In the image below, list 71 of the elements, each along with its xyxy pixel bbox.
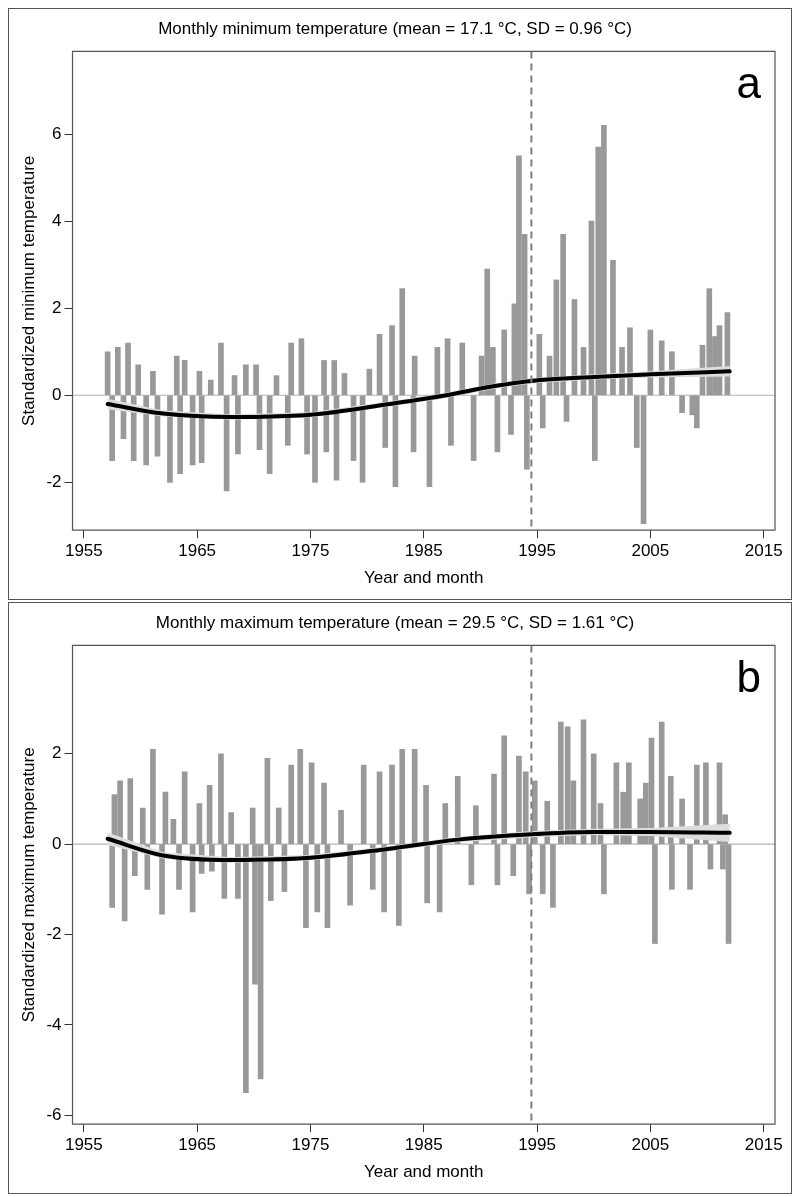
x-tick-label: 2005 <box>631 1135 670 1155</box>
bar <box>510 844 517 877</box>
line-series <box>105 829 732 862</box>
bar <box>314 844 321 913</box>
y-tick-label: 4 <box>52 210 62 230</box>
annotation: a <box>736 57 762 107</box>
bar <box>115 347 121 396</box>
bar <box>423 785 429 844</box>
bar <box>687 844 693 890</box>
bar <box>297 748 304 844</box>
bar <box>658 721 665 844</box>
bar <box>218 342 224 396</box>
annotation: b <box>736 651 761 701</box>
x-tick-label: 2015 <box>744 1135 783 1155</box>
bar <box>150 748 156 844</box>
y-axis-title: Standardized minimum temperature <box>18 155 38 426</box>
bar <box>243 844 249 1093</box>
x-tick-label: 1975 <box>291 1135 330 1155</box>
bar <box>347 844 353 906</box>
x-tick-label: 1965 <box>178 541 217 561</box>
x-axis-title: Year and month <box>364 568 484 588</box>
x-tick-label: 2005 <box>631 541 670 561</box>
bar <box>243 364 249 396</box>
x-tick-label: 1965 <box>178 1135 217 1155</box>
x-tick-label: 1985 <box>404 1135 443 1155</box>
bar <box>228 812 234 844</box>
chart-title: Monthly minimum temperature (mean = 17.1 °C, SD = 0.96 °C) <box>158 18 632 38</box>
bar <box>610 260 616 396</box>
bar <box>389 764 395 844</box>
bar <box>501 329 508 396</box>
y-tick-label: 2 <box>52 297 62 317</box>
x-tick-label: 1995 <box>518 1135 556 1155</box>
x-tick-label: 2015 <box>744 541 783 561</box>
bar <box>399 288 406 396</box>
bar <box>109 844 115 908</box>
y-tick-label: -6 <box>46 1104 62 1124</box>
bar <box>679 395 685 414</box>
bar <box>167 395 173 483</box>
bar <box>448 395 454 446</box>
bar <box>424 844 430 904</box>
bar <box>338 809 344 844</box>
bar <box>550 844 556 908</box>
y-tick-label: 6 <box>52 123 62 143</box>
y-tick-label: -4 <box>46 1014 62 1034</box>
bar <box>693 395 700 429</box>
bar <box>360 764 367 844</box>
bar <box>312 395 318 483</box>
bar <box>501 735 508 844</box>
x-tick-label: 1955 <box>64 541 103 561</box>
bar <box>275 807 282 844</box>
x-axis-title: Year and month <box>364 1162 484 1182</box>
y-axis-title: Standardized maximum temperature <box>18 747 38 1023</box>
bar <box>454 776 461 844</box>
bar <box>304 395 310 455</box>
x-tick-label: 1975 <box>291 541 330 561</box>
x-tick-label: 1985 <box>404 541 443 561</box>
x-tick-label: 1955 <box>64 1135 103 1155</box>
chart-title: Monthly maximum temperature (mean = 29.5 °C, SD = 1.61 °C) <box>155 612 635 632</box>
x-tick-label: 1995 <box>518 541 556 561</box>
y-tick-label: 0 <box>52 384 62 404</box>
bar <box>181 771 188 844</box>
bar <box>411 748 418 844</box>
bar <box>627 327 633 396</box>
bar <box>127 778 134 844</box>
bar <box>303 844 309 929</box>
bar <box>288 764 295 844</box>
y-tick-label: 2 <box>52 743 62 763</box>
bar <box>207 379 214 396</box>
y-tick-label: 0 <box>52 833 62 853</box>
y-tick-label: -2 <box>46 924 62 944</box>
y-tick-label: -2 <box>46 472 62 492</box>
